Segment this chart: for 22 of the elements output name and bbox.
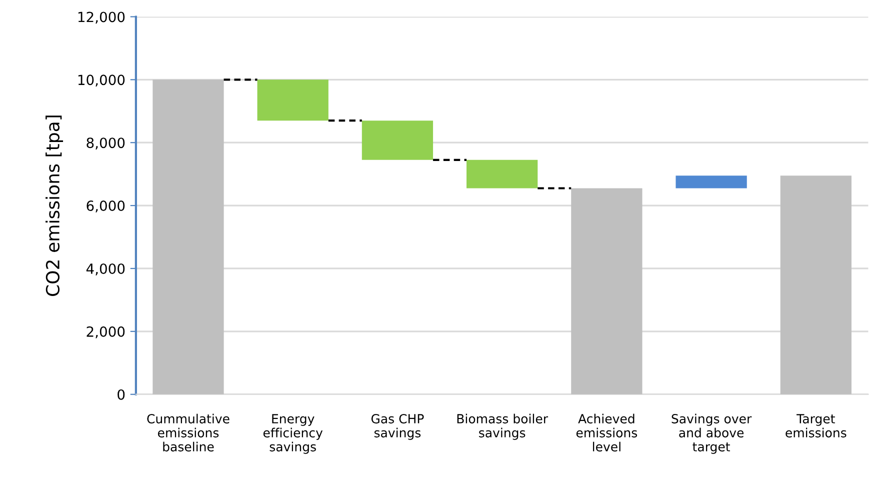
y-tick-label: 8,000 <box>86 138 125 150</box>
bar <box>466 160 538 188</box>
bar <box>257 80 328 121</box>
bar <box>780 176 852 394</box>
x-tick-label: Gas CHP savings <box>371 414 424 440</box>
y-tick-label: 6,000 <box>86 200 125 212</box>
bar <box>362 120 434 160</box>
bar <box>152 80 224 394</box>
x-tick-label: Achieved emissions level <box>576 414 638 452</box>
y-tick-label: 10,000 <box>78 74 125 87</box>
x-tick-label: Target emissions <box>786 414 846 438</box>
bar <box>676 176 747 188</box>
y-tick-label: 0 <box>118 389 125 400</box>
bar <box>571 188 642 394</box>
y-tick-label: 4,000 <box>86 263 125 276</box>
x-tick-label: Energy efficiency savings <box>263 414 323 454</box>
y-tick-label: 2,000 <box>86 326 125 338</box>
x-tick-label: Cummulative emissions baseline <box>147 414 230 452</box>
x-tick-label: Savings over and above target <box>672 414 752 454</box>
y-tick-label: 12,000 <box>78 12 125 24</box>
x-tick-label: Biomass boiler savings <box>457 414 548 440</box>
y-axis-title: CO2 emissions [tpa] <box>46 116 64 296</box>
